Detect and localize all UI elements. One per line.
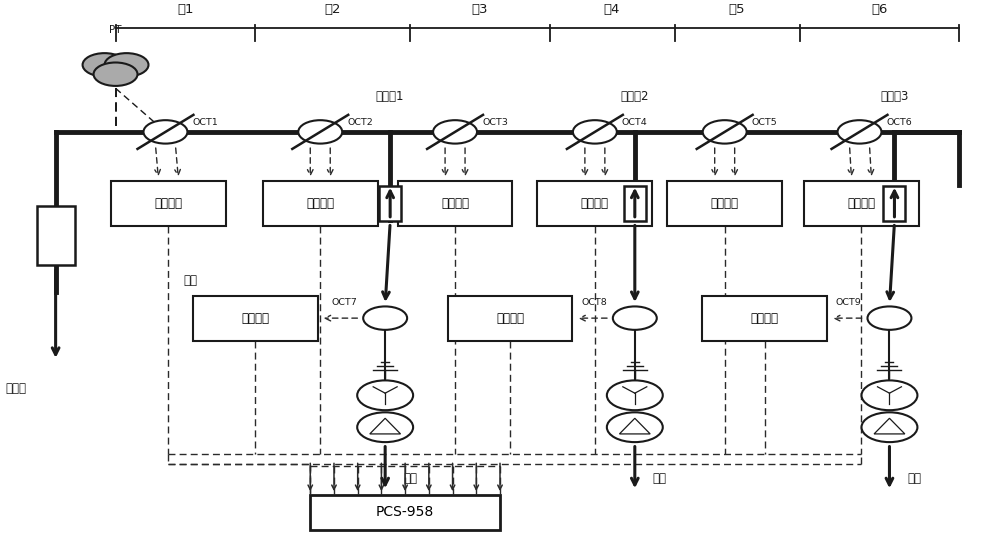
Circle shape [607, 412, 663, 442]
Text: OCT5: OCT5 [752, 118, 777, 127]
Circle shape [357, 380, 413, 410]
Circle shape [105, 53, 148, 77]
Text: 兤6: 兤6 [871, 3, 888, 17]
Text: 兤4: 兤4 [604, 3, 620, 17]
Circle shape [607, 380, 663, 410]
Text: 采集单元: 采集单元 [154, 197, 182, 210]
Circle shape [861, 380, 917, 410]
Text: 采集单元: 采集单元 [496, 311, 524, 325]
Text: OCT3: OCT3 [482, 118, 508, 127]
Text: 采集单元: 采集单元 [241, 311, 269, 325]
Circle shape [83, 53, 127, 77]
Text: OCT4: OCT4 [622, 118, 648, 127]
Text: 兤5: 兤5 [728, 3, 745, 17]
Bar [310, 495, 500, 529]
Text: 兤2: 兤2 [324, 3, 340, 17]
Text: 采集单元: 采集单元 [306, 197, 334, 210]
Bar [398, 181, 512, 226]
Text: 采集单元: 采集单元 [441, 197, 469, 210]
Bar [537, 181, 652, 226]
Circle shape [867, 307, 911, 330]
Text: 兤3: 兤3 [472, 3, 488, 17]
Text: PCS-958: PCS-958 [376, 505, 434, 519]
Text: PT: PT [109, 25, 122, 35]
Circle shape [703, 120, 747, 143]
Circle shape [357, 412, 413, 442]
Text: 采集单元: 采集单元 [751, 311, 779, 325]
Bar [624, 186, 646, 221]
Text: 负荷: 负荷 [653, 473, 667, 485]
Text: OCT6: OCT6 [886, 118, 912, 127]
Text: OCT2: OCT2 [347, 118, 373, 127]
Text: 负荷: 负荷 [403, 473, 417, 485]
Text: 负荷: 负荷 [907, 473, 921, 485]
Text: 负荷站2: 负荷站2 [621, 90, 649, 103]
Text: 采集单元: 采集单元 [581, 197, 609, 210]
Text: 光缆: 光缆 [183, 274, 197, 287]
Text: 负荷站3: 负荷站3 [880, 90, 909, 103]
Circle shape [861, 412, 917, 442]
Text: OCT8: OCT8 [581, 297, 607, 307]
Circle shape [838, 120, 881, 143]
Circle shape [298, 120, 342, 143]
Circle shape [143, 120, 187, 143]
Text: 兤1: 兤1 [177, 3, 194, 17]
Bar [263, 181, 378, 226]
Circle shape [433, 120, 477, 143]
Circle shape [573, 120, 617, 143]
Bar [667, 181, 782, 226]
Bar [804, 181, 919, 226]
Bar [379, 186, 401, 221]
Bar [702, 295, 827, 341]
Text: 负荷站1: 负荷站1 [376, 90, 404, 103]
Circle shape [94, 62, 138, 86]
Text: 采集单元: 采集单元 [847, 197, 875, 210]
Text: OCT1: OCT1 [192, 118, 218, 127]
Text: OCT7: OCT7 [331, 297, 357, 307]
Text: 电源站: 电源站 [6, 382, 27, 395]
Bar [37, 206, 75, 265]
Text: OCT9: OCT9 [836, 297, 861, 307]
Bar [111, 181, 226, 226]
Circle shape [613, 307, 657, 330]
Bar [448, 295, 572, 341]
Bar [193, 295, 318, 341]
Text: 采集单元: 采集单元 [711, 197, 739, 210]
Circle shape [363, 307, 407, 330]
Bar [883, 186, 905, 221]
